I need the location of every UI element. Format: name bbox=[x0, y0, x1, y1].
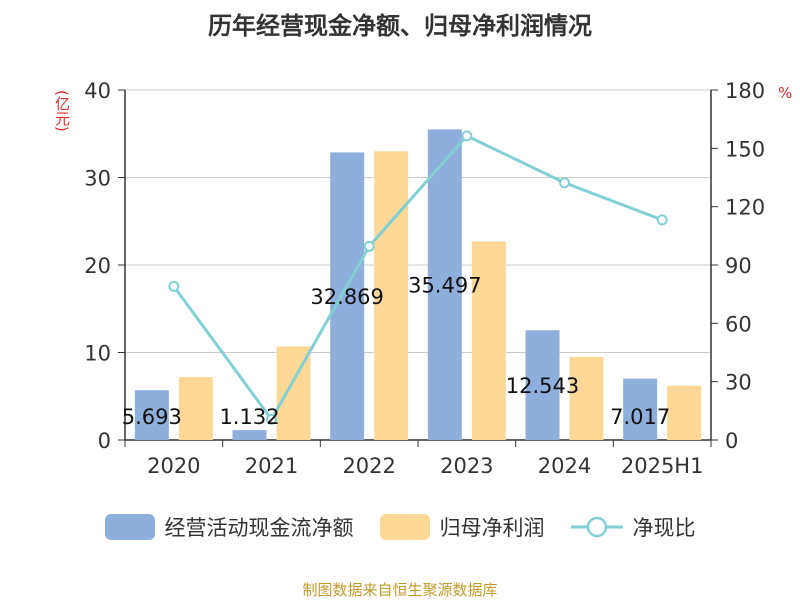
left-axis-tick-label: 30 bbox=[84, 167, 111, 191]
legend-item-ratio[interactable]: 净现比 bbox=[570, 512, 696, 542]
bar-profit bbox=[374, 151, 409, 440]
legend-item-cashflow[interactable]: 经营活动现金流净额 bbox=[104, 512, 354, 542]
left-axis-tick-label: 0 bbox=[98, 429, 111, 453]
x-axis-tick-label: 2021 bbox=[245, 454, 298, 478]
legend-label-cashflow: 经营活动现金流净额 bbox=[164, 516, 354, 540]
x-axis-tick-label: 2022 bbox=[342, 454, 395, 478]
right-axis-unit: % bbox=[778, 84, 793, 102]
bar-profit bbox=[667, 385, 702, 440]
data-label-cashflow: 35.497 bbox=[408, 274, 481, 298]
x-axis-tick-label: 2024 bbox=[538, 454, 591, 478]
point-ratio bbox=[461, 130, 473, 142]
bar-cashflow bbox=[330, 152, 365, 441]
data-label-cashflow: 12.543 bbox=[506, 374, 579, 398]
legend-swatch-ratio bbox=[570, 516, 623, 538]
right-axis-tick-label: 90 bbox=[725, 254, 752, 278]
legend-item-profit[interactable]: 归母净利润 bbox=[379, 512, 545, 542]
bar-cashflow bbox=[623, 378, 658, 440]
left-axis-tick-label: 20 bbox=[84, 254, 111, 278]
bar-cashflow bbox=[232, 430, 267, 440]
bar-cashflow bbox=[525, 330, 560, 440]
bar-profit bbox=[178, 377, 213, 440]
x-axis-tick-label: 2020 bbox=[147, 454, 200, 478]
right-axis-tick-label: 180 bbox=[725, 79, 765, 103]
legend-swatch-profit bbox=[379, 514, 430, 540]
right-axis-tick-label: 150 bbox=[725, 137, 765, 161]
data-label-cashflow: 7.017 bbox=[610, 405, 670, 429]
legend-label-ratio: 净现比 bbox=[632, 516, 696, 540]
legend-swatch-cashflow bbox=[104, 514, 155, 540]
right-axis-tick-label: 120 bbox=[725, 196, 765, 220]
right-axis-tick-label: 0 bbox=[725, 429, 738, 453]
left-axis-tick-label: 10 bbox=[84, 342, 111, 366]
left-axis-unit: (亿元) bbox=[53, 90, 71, 132]
point-ratio bbox=[656, 214, 668, 226]
data-label-cashflow: 5.693 bbox=[122, 405, 182, 429]
x-axis-tick-label: 2025H1 bbox=[621, 454, 704, 478]
right-axis-tick-label: 30 bbox=[725, 371, 752, 395]
left-axis-tick-label: 40 bbox=[84, 79, 111, 103]
point-ratio bbox=[266, 413, 277, 425]
point-ratio bbox=[168, 280, 180, 292]
chart-legend: 经营活动现金流净额 归母净利润 净现比 bbox=[0, 512, 800, 542]
data-label-cashflow: 32.869 bbox=[310, 285, 383, 309]
bar-profit bbox=[471, 241, 506, 440]
line-ratio bbox=[172, 134, 663, 423]
right-axis-tick-label: 60 bbox=[725, 312, 752, 336]
data-source-note: 制图数据来自恒生聚源数据库 bbox=[302, 581, 498, 599]
point-ratio bbox=[559, 177, 570, 189]
bar-cashflow bbox=[134, 390, 169, 440]
data-label-cashflow: 1.132 bbox=[219, 405, 279, 429]
x-axis-tick-label: 2023 bbox=[440, 454, 493, 478]
legend-label-profit: 归母净利润 bbox=[439, 516, 545, 540]
point-ratio bbox=[363, 240, 375, 252]
bar-profit bbox=[569, 356, 604, 440]
bar-cashflow bbox=[427, 129, 462, 440]
chart-title: 历年经营现金净额、归母净利润情况 bbox=[208, 12, 592, 40]
